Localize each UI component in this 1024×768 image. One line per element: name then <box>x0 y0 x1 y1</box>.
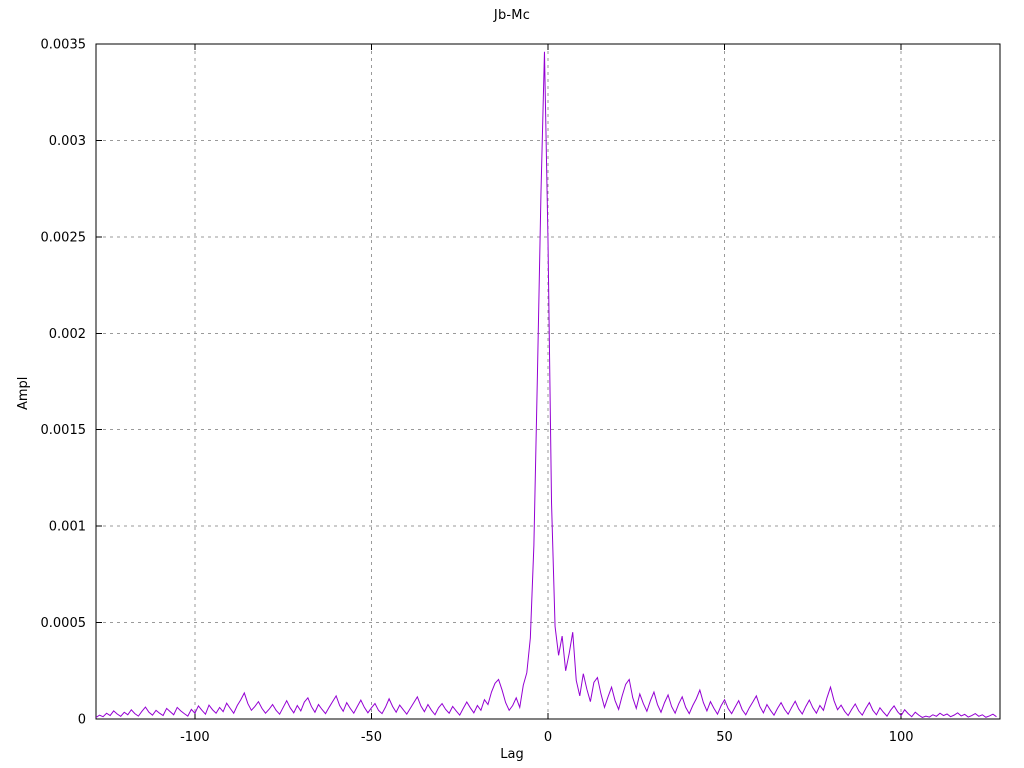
y-tick-label: 0.002 <box>49 327 86 342</box>
y-axis-label-text: Ampl <box>16 376 31 410</box>
y-axis-ticks: 0 0.0005 0.001 0.0015 0.002 0.0025 0.003 0.0035 <box>41 38 102 728</box>
page-title: Jb-Mc <box>493 8 531 23</box>
y-tick-label: 0.003 <box>49 134 86 149</box>
plot-frame <box>95 43 1001 720</box>
y-tick-label: 0.0005 <box>41 616 87 631</box>
x-tick-label: 0 <box>544 730 552 745</box>
y-tick-label: 0.0015 <box>41 423 87 438</box>
data-series-line <box>95 51 997 719</box>
y-tick-label: 0.0035 <box>41 38 87 53</box>
y-tick-label: 0 <box>78 713 86 728</box>
y-axis-label: Ampl <box>2 352 31 412</box>
x-tick-label: -100 <box>180 730 210 745</box>
y-tick-label: 0.001 <box>49 520 86 535</box>
x-tick-label: 50 <box>716 730 733 745</box>
x-axis-label: Lag <box>500 747 524 762</box>
grid-lines <box>96 44 1000 719</box>
data-series-layer <box>95 51 997 719</box>
x-tick-label: -50 <box>361 730 382 745</box>
x-axis-ticks: -100 -50 0 50 100 <box>180 44 914 745</box>
x-tick-label: 100 <box>889 730 914 745</box>
y-tick-label: 0.0025 <box>41 230 87 245</box>
